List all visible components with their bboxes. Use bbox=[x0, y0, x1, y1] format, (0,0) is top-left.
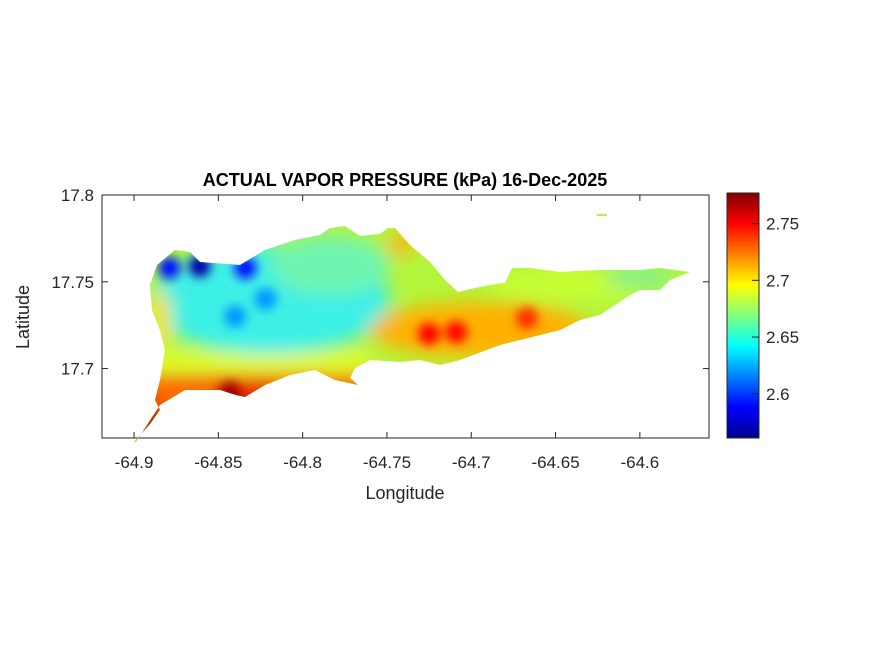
x-tick-label: -64.85 bbox=[194, 453, 242, 472]
hotspot-0 bbox=[158, 256, 181, 279]
x-tick-label: -64.8 bbox=[283, 453, 322, 472]
x-tick-label: -64.75 bbox=[363, 453, 411, 472]
colorbar-tick-label: 2.7 bbox=[766, 271, 790, 290]
y-tick-label: 17.75 bbox=[51, 273, 94, 292]
x-axis-label: Longitude bbox=[365, 483, 444, 503]
y-tick-label: 17.7 bbox=[61, 360, 94, 379]
y-axis-label: Latitude bbox=[13, 285, 33, 349]
hotspot-3 bbox=[224, 305, 247, 328]
hotspot-4 bbox=[254, 288, 277, 311]
chart-title: ACTUAL VAPOR PRESSURE (kPa) 16-Dec-2025 bbox=[203, 170, 607, 190]
colorbar-tick-label: 2.6 bbox=[766, 385, 790, 404]
colorbar bbox=[726, 192, 760, 439]
x-tick-label: -64.9 bbox=[115, 453, 154, 472]
colorbar-tick-label: 2.75 bbox=[766, 215, 799, 234]
hotspot-6 bbox=[445, 321, 468, 344]
x-tick-label: -64.6 bbox=[620, 453, 659, 472]
hotspot-5 bbox=[418, 322, 441, 345]
x-tick-label: -64.7 bbox=[452, 453, 491, 472]
y-tick-label: 17.8 bbox=[61, 186, 94, 205]
islet-mark bbox=[597, 214, 607, 216]
x-tick-label: -64.65 bbox=[531, 453, 579, 472]
colorbar-tick-label: 2.65 bbox=[766, 328, 799, 347]
hotspot-7 bbox=[515, 307, 538, 330]
